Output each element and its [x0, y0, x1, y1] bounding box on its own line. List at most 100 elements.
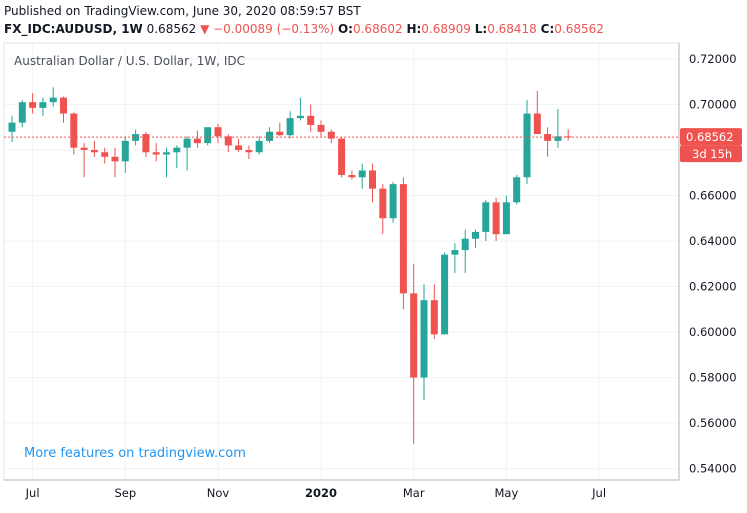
- published-text: Published on TradingView.com, June 30, 2…: [4, 4, 361, 18]
- candle: [39, 97, 47, 116]
- symbol-info: FX_IDC:AUDUSD, 1W 0.68562 ▼ −0.00089 (−0…: [4, 22, 604, 36]
- candle-body: [451, 250, 459, 255]
- candle: [49, 87, 57, 107]
- candle-body: [389, 184, 397, 219]
- candle-body: [111, 156, 119, 162]
- candle: [214, 123, 222, 144]
- candle: [183, 136, 191, 171]
- change-arrow-icon: ▼: [200, 22, 210, 36]
- candle: [255, 136, 263, 155]
- candle-body: [245, 149, 253, 153]
- candle: [461, 229, 469, 273]
- y-tick-label: 0.58000: [689, 371, 737, 385]
- candle-body: [214, 127, 222, 137]
- candle-body: [152, 152, 160, 155]
- candle: [379, 184, 387, 235]
- x-tick-label: Jul: [25, 486, 40, 500]
- plot-area[interactable]: [3, 42, 680, 481]
- x-tick-label: Nov: [207, 486, 230, 500]
- candle-body: [235, 145, 243, 150]
- candle: [163, 147, 170, 178]
- price-tag-bg: [680, 128, 742, 146]
- candle: [204, 127, 212, 146]
- candle-body: [39, 102, 47, 108]
- y-tick-label: 0.64000: [689, 234, 737, 248]
- candle: [80, 143, 88, 178]
- low-label: L:: [474, 22, 488, 36]
- candle-body: [224, 136, 232, 146]
- change-value: −0.00089 (−0.13%): [213, 22, 335, 36]
- candle: [132, 129, 140, 146]
- candle: [472, 229, 479, 248]
- high-value: 0.68909: [421, 22, 471, 36]
- candle: [307, 104, 315, 132]
- candle-body: [49, 97, 57, 103]
- candle-body: [266, 131, 273, 141]
- candle: [266, 127, 273, 144]
- price-tag-text: 0.68562: [686, 130, 734, 144]
- candle-body: [338, 138, 346, 176]
- candle-body: [132, 134, 140, 141]
- candle: [399, 177, 407, 310]
- high-label: H:: [406, 22, 422, 36]
- x-tick-label: Sep: [114, 486, 136, 500]
- candle: [482, 200, 490, 242]
- candle-body: [369, 170, 376, 189]
- candle-body: [358, 170, 366, 178]
- time-axis[interactable]: Jul Sep Nov 2020 Mar May Jul: [25, 486, 606, 500]
- candle-body: [163, 152, 170, 155]
- promo-link[interactable]: More features on tradingview.com: [24, 446, 246, 461]
- candle: [70, 112, 78, 155]
- candle: [121, 136, 129, 173]
- candle-body: [544, 134, 552, 141]
- x-tick-label: 2020: [305, 486, 337, 500]
- candle: [276, 122, 284, 137]
- candle: [420, 284, 428, 401]
- candle: [451, 243, 459, 273]
- publish-info: Published on TradingView.com, June 30, 2…: [4, 4, 361, 18]
- open-label: O:: [337, 22, 353, 36]
- candle-body: [8, 122, 16, 132]
- y-tick-label: 0.72000: [689, 52, 737, 66]
- candle: [523, 99, 531, 185]
- candle-body: [90, 149, 98, 153]
- candle: [358, 163, 366, 189]
- candle: [296, 97, 304, 121]
- candle: [29, 93, 37, 114]
- y-tick-label: 0.66000: [689, 188, 737, 202]
- candle-body: [399, 184, 407, 294]
- candle: [348, 170, 356, 180]
- candle: [60, 96, 67, 123]
- candle-body: [255, 140, 263, 153]
- candle: [554, 109, 562, 148]
- candle-body: [410, 293, 418, 378]
- candle-body: [317, 124, 325, 132]
- candle-body: [307, 115, 315, 125]
- candle-body: [286, 118, 294, 136]
- candle-body: [173, 147, 181, 153]
- candle: [389, 181, 397, 223]
- candle-body: [327, 131, 335, 139]
- candle: [441, 252, 449, 335]
- price-axis[interactable]: 0.54000 0.56000 0.58000 0.60000 0.62000 0.640…: [689, 52, 737, 476]
- candle-body: [70, 113, 78, 148]
- candle: [173, 145, 181, 169]
- candle-body: [502, 202, 510, 235]
- candle-body: [430, 300, 438, 335]
- y-tick-label: 0.56000: [689, 416, 737, 430]
- candle-body: [420, 300, 428, 378]
- close-value: 0.68562: [554, 22, 604, 36]
- y-tick-label: 0.54000: [689, 462, 737, 476]
- candle-body: [276, 131, 284, 136]
- candle-body: [121, 140, 129, 162]
- candle: [193, 130, 201, 148]
- candle: [18, 99, 26, 128]
- candle: [8, 115, 16, 143]
- x-tick-label: Mar: [403, 486, 425, 500]
- close-label: C:: [540, 22, 555, 36]
- grid: [4, 43, 679, 480]
- candle-body: [60, 97, 67, 114]
- chart-title: Australian Dollar / U.S. Dollar, 1W, IDC: [14, 54, 245, 68]
- candle: [327, 129, 335, 144]
